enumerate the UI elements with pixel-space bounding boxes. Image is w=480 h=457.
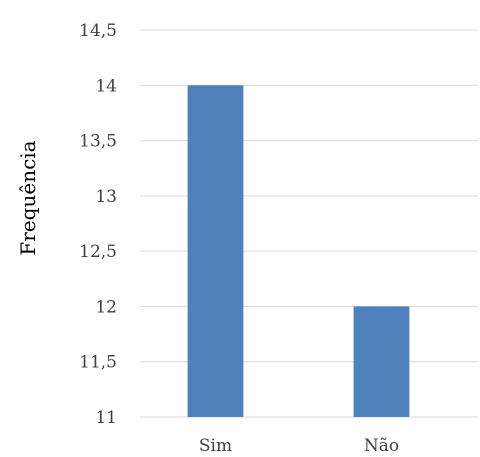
bar-nao (353, 306, 410, 417)
bar-sim (187, 85, 244, 418)
y-tick-label: 13 (95, 187, 117, 207)
y-tick-label: 14 (95, 76, 117, 96)
x-tick-label: Não (364, 436, 399, 456)
y-tick-label: 12 (95, 297, 117, 317)
x-axis-ticks: Sim Não (199, 436, 399, 456)
y-tick-label: 11 (95, 408, 117, 428)
y-tick-label: 12,5 (79, 242, 117, 262)
x-tick-label: Sim (199, 436, 232, 456)
y-axis-ticks: 11 11,5 12 12,5 13 13,5 14 14,5 (79, 21, 117, 428)
y-tick-label: 13,5 (79, 132, 117, 152)
y-tick-label: 11,5 (79, 353, 117, 373)
y-tick-label: 14,5 (79, 21, 117, 41)
bars (187, 85, 410, 418)
y-axis-title: Frequência (16, 140, 40, 255)
